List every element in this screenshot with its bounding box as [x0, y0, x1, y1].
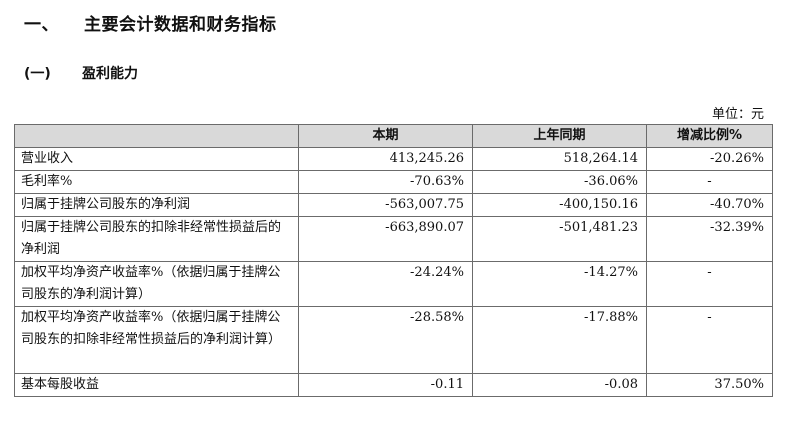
table-row: 加权平均净资产收益率%（依据归属于挂牌公司股东的净利润计算） -24.24% -… [14, 261, 773, 307]
subsection-number: (一) [24, 66, 51, 82]
header-previous: 上年同期 [472, 124, 647, 148]
table-row: 基本每股收益 -0.11 -0.08 37.50% [14, 373, 773, 397]
unit-label: 单位：元 [711, 107, 764, 122]
table-row: 归属于挂牌公司股东的净利润 -563,007.75 -400,150.16 -4… [14, 193, 773, 217]
header-change: 增减比例% [646, 124, 773, 148]
previous-value: -0.08 [472, 373, 647, 397]
change-value: -40.70% [646, 193, 773, 217]
row-label: 毛利率% [14, 170, 299, 194]
subsection-title: 盈利能力 [82, 66, 138, 82]
row-label: 加权平均净资产收益率%（依据归属于挂牌公司股东的净利润计算） [14, 261, 299, 307]
current-value: 413,245.26 [298, 147, 473, 171]
header-current: 本期 [298, 124, 473, 148]
current-value: -70.63% [298, 170, 473, 194]
current-value: -663,890.07 [298, 216, 473, 262]
row-label: 基本每股收益 [14, 373, 299, 397]
profitability-table: 本期 上年同期 增减比例% 营业收入 413,245.26 518,264.14… [14, 124, 773, 397]
previous-value: -400,150.16 [472, 193, 647, 217]
row-label: 营业收入 [14, 147, 299, 171]
table-row: 归属于挂牌公司股东的扣除非经常性损益后的净利润 -663,890.07 -501… [14, 216, 773, 262]
current-value: -0.11 [298, 373, 473, 397]
section-title: 主要会计数据和财务指标 [84, 15, 277, 35]
section-number: 一、 [24, 15, 59, 35]
table-row: 毛利率% -70.63% -36.06% - [14, 170, 773, 194]
previous-value: 518,264.14 [472, 147, 647, 171]
change-value: -20.26% [646, 147, 773, 171]
table-header-row: 本期 上年同期 增减比例% [14, 124, 773, 148]
previous-value: -36.06% [472, 170, 647, 194]
previous-value: -17.88% [472, 306, 647, 374]
change-value: - [646, 170, 773, 194]
previous-value: -501,481.23 [472, 216, 647, 262]
previous-value: -14.27% [472, 261, 647, 307]
row-label: 归属于挂牌公司股东的扣除非经常性损益后的净利润 [14, 216, 299, 262]
change-value: - [646, 306, 773, 374]
section-heading: 一、 主要会计数据和财务指标 [24, 10, 277, 35]
table-row: 加权平均净资产收益率%（依据归属于挂牌公司股东的扣除非经常性损益后的净利润计算）… [14, 306, 773, 374]
change-value: 37.50% [646, 373, 773, 397]
row-label: 归属于挂牌公司股东的净利润 [14, 193, 299, 217]
current-value: -24.24% [298, 261, 473, 307]
subsection-heading: (一) 盈利能力 [24, 63, 138, 83]
header-item [14, 124, 299, 148]
table-row: 营业收入 413,245.26 518,264.14 -20.26% [14, 147, 773, 171]
current-value: -563,007.75 [298, 193, 473, 217]
change-value: -32.39% [646, 216, 773, 262]
current-value: -28.58% [298, 306, 473, 374]
change-value: - [646, 261, 773, 307]
row-label: 加权平均净资产收益率%（依据归属于挂牌公司股东的扣除非经常性损益后的净利润计算） [14, 306, 299, 374]
